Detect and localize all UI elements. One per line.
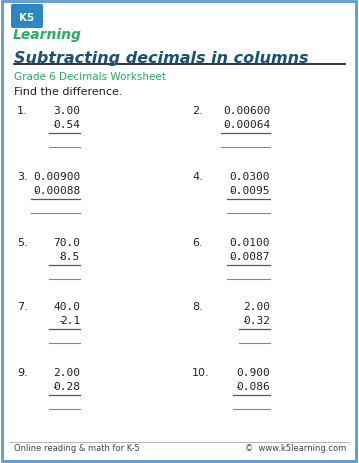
Text: 0.900: 0.900: [236, 367, 270, 377]
Text: -: -: [228, 186, 235, 195]
Text: 0.00900: 0.00900: [33, 172, 80, 181]
Text: -: -: [222, 120, 229, 130]
Text: 9.: 9.: [17, 367, 28, 377]
Text: -: -: [241, 315, 247, 325]
Text: 0.0095: 0.0095: [229, 186, 270, 195]
Text: 3.: 3.: [17, 172, 28, 181]
Text: -: -: [234, 381, 241, 391]
FancyBboxPatch shape: [11, 5, 43, 29]
Text: 8.: 8.: [192, 301, 203, 311]
Text: 5.: 5.: [17, 238, 28, 247]
Text: 0.00088: 0.00088: [33, 186, 80, 195]
Text: 70.0: 70.0: [53, 238, 80, 247]
Text: 0.0300: 0.0300: [229, 172, 270, 181]
Text: 0.0087: 0.0087: [229, 251, 270, 262]
Text: 3.00: 3.00: [53, 106, 80, 116]
Text: -: -: [57, 251, 64, 262]
Text: 2.1: 2.1: [60, 315, 80, 325]
Text: 0.54: 0.54: [53, 120, 80, 130]
Text: 0.28: 0.28: [53, 381, 80, 391]
Text: -: -: [51, 120, 57, 130]
Text: 1.: 1.: [17, 106, 28, 116]
Text: 0.00600: 0.00600: [223, 106, 270, 116]
Text: -: -: [57, 315, 64, 325]
Text: ©  www.k5learning.com: © www.k5learning.com: [245, 444, 346, 452]
Text: 4.: 4.: [192, 172, 203, 181]
Text: 0.0100: 0.0100: [229, 238, 270, 247]
Text: K5: K5: [19, 13, 34, 23]
Text: 6.: 6.: [192, 238, 202, 247]
Text: 0.00064: 0.00064: [223, 120, 270, 130]
Text: 8.5: 8.5: [60, 251, 80, 262]
Text: Find the difference.: Find the difference.: [14, 87, 122, 97]
Text: 10.: 10.: [192, 367, 210, 377]
Text: 0.086: 0.086: [236, 381, 270, 391]
Text: -: -: [32, 186, 39, 195]
Text: -: -: [228, 251, 235, 262]
Text: 2.00: 2.00: [53, 367, 80, 377]
Text: Online reading & math for K-5: Online reading & math for K-5: [14, 444, 140, 452]
Text: 2.00: 2.00: [243, 301, 270, 311]
Text: 2.: 2.: [192, 106, 203, 116]
Text: 40.0: 40.0: [53, 301, 80, 311]
Text: 0.32: 0.32: [243, 315, 270, 325]
Text: Subtracting decimals in columns: Subtracting decimals in columns: [14, 50, 308, 65]
Text: Grade 6 Decimals Worksheet: Grade 6 Decimals Worksheet: [14, 72, 166, 82]
Text: 7.: 7.: [17, 301, 28, 311]
Text: -: -: [51, 381, 57, 391]
Text: Learning: Learning: [13, 28, 82, 42]
